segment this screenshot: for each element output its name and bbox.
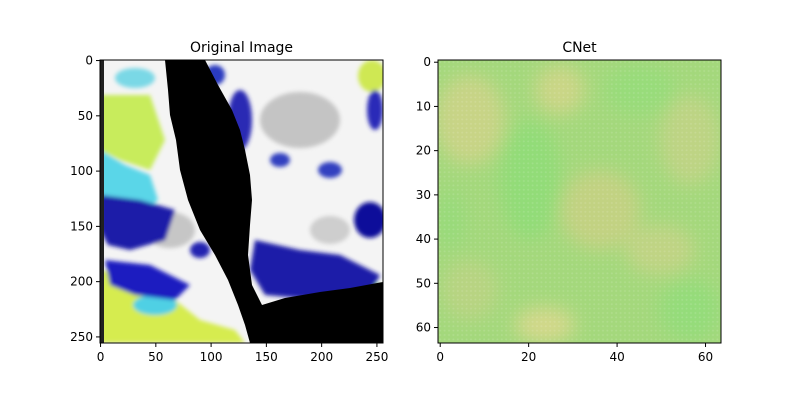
- blue-region: [190, 242, 210, 258]
- cnet-y-tick-label: 30: [416, 188, 431, 202]
- original-image-y-tick-label: 50: [78, 109, 93, 123]
- cnet-frame: [437, 59, 722, 344]
- cnet-ticks: 0 20 40 60 0 10 20 30 40 50 60: [416, 55, 713, 364]
- gray-cloud-region: [310, 216, 350, 244]
- original-image-panel: Original Image: [70, 40, 388, 364]
- cnet-y-tick-label: 10: [416, 99, 431, 113]
- original-image-y-tick-label: 150: [70, 219, 93, 233]
- yellow-green-region: [358, 60, 383, 92]
- blue-region: [367, 90, 383, 130]
- cnet-pixel-grid: [438, 60, 721, 343]
- blue-region: [250, 240, 380, 300]
- cnet-x-tick-label: 40: [609, 350, 624, 364]
- cnet-x-tick-label: 20: [521, 350, 536, 364]
- black-region: [100, 60, 104, 343]
- yellow-green-region: [100, 95, 165, 170]
- cnet-x-tick-label: 60: [698, 350, 713, 364]
- original-image-title: Original Image: [190, 40, 293, 56]
- blue-region: [105, 260, 190, 300]
- gray-cloud-region: [260, 92, 340, 148]
- cnet-y-tick-label: 20: [416, 144, 431, 158]
- original-image-y-tick-label: 250: [70, 330, 93, 344]
- original-image-x-tick-label: 200: [310, 350, 333, 364]
- blue-region: [318, 162, 342, 178]
- original-image-x-tick-label: 100: [200, 350, 223, 364]
- cnet-y-tick-label: 60: [416, 321, 431, 335]
- original-image-x-tick-label: 250: [365, 350, 388, 364]
- cyan-region: [115, 68, 155, 88]
- original-image-y-tick-label: 0: [85, 54, 93, 68]
- original-image-ticks: 0 50 100 150 200 250 0 50 100 150 200 250: [70, 54, 388, 364]
- cyan-region: [133, 295, 177, 315]
- cnet-x-tick-label: 0: [436, 350, 444, 364]
- original-image-y-tick-label: 100: [70, 164, 93, 178]
- blue-region: [100, 195, 175, 250]
- cnet-y-tick-label: 0: [423, 55, 431, 69]
- cnet-y-tick-label: 40: [416, 232, 431, 246]
- blue-region: [270, 153, 290, 167]
- original-image-y-tick-label: 200: [70, 275, 93, 289]
- original-image-x-tick-label: 150: [255, 350, 278, 364]
- original-image-heatmap: [100, 60, 383, 343]
- cnet-y-tick-label: 50: [416, 276, 431, 290]
- original-image-x-tick-label: 0: [97, 350, 105, 364]
- black-region: [165, 60, 383, 343]
- blue-region: [354, 202, 383, 238]
- cnet-panel: CNet 0 20 40 60 0 10 20 30 40 50 60: [416, 40, 722, 364]
- original-image-frame: [99, 59, 384, 344]
- cnet-title: CNet: [562, 40, 597, 56]
- cnet-heatmap: [438, 60, 721, 343]
- original-image-x-tick-label: 50: [148, 350, 163, 364]
